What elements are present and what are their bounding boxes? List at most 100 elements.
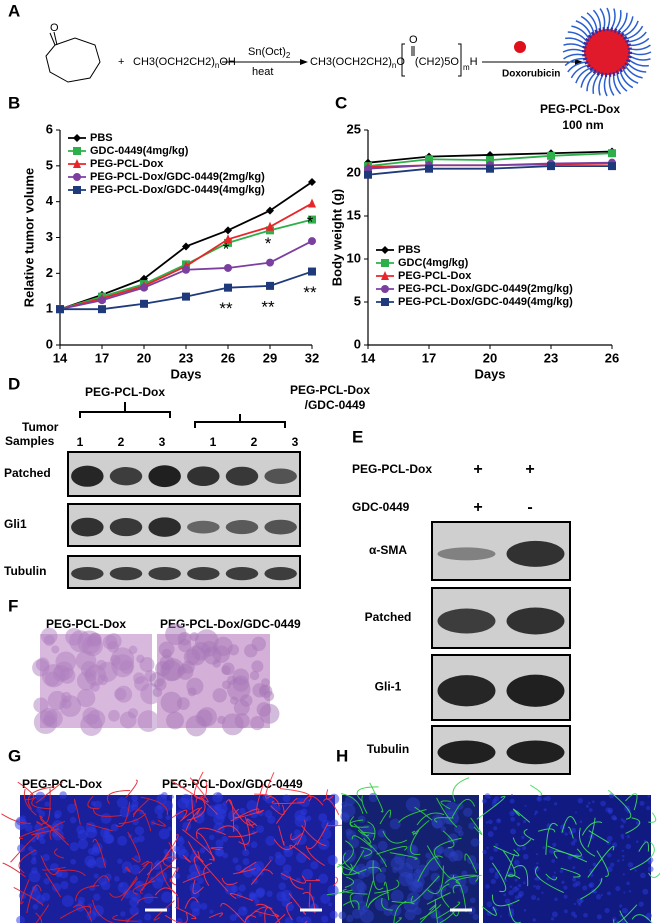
micrograph-texture xyxy=(65,627,83,646)
micrograph-fiber xyxy=(238,861,257,874)
micrograph-fiber xyxy=(631,914,653,923)
micrograph-texture xyxy=(254,898,260,904)
micrograph-fiber xyxy=(372,860,384,890)
micrograph-texture xyxy=(511,812,514,815)
micelle-chain xyxy=(626,61,647,73)
micrograph-texture xyxy=(35,791,46,802)
micrograph-fiber xyxy=(228,831,258,838)
micrograph-texture xyxy=(258,912,263,917)
group-label: PEG-PCL-Dox xyxy=(290,383,370,397)
micrograph-texture xyxy=(152,687,163,698)
micrograph-texture xyxy=(522,819,527,824)
micrograph-texture xyxy=(589,868,594,874)
micrograph-texture xyxy=(623,891,626,894)
micrograph-texture xyxy=(116,858,123,864)
data-point xyxy=(486,164,494,173)
micrograph-texture xyxy=(340,811,350,821)
blot-band xyxy=(264,468,297,484)
micrograph-texture xyxy=(573,838,577,843)
micrograph-texture xyxy=(232,675,250,692)
y-axis-label: Body weight (g) xyxy=(329,189,344,287)
micrograph-fiber xyxy=(191,794,198,822)
micrograph-fiber xyxy=(146,856,178,876)
micrograph-texture xyxy=(553,871,557,874)
micrograph-texture xyxy=(564,909,568,914)
micrograph-texture xyxy=(607,809,613,815)
legend-marker xyxy=(73,186,81,194)
micrograph-texture xyxy=(533,884,536,888)
subscript: 2 xyxy=(286,51,291,60)
micrograph-texture xyxy=(44,801,50,807)
micrograph-fiber xyxy=(35,912,43,923)
micrograph-fiber xyxy=(286,901,293,921)
micrograph-texture xyxy=(256,825,265,834)
micrograph-fiber xyxy=(545,873,558,881)
micrograph-fiber xyxy=(225,799,235,832)
micrograph-texture xyxy=(76,671,97,691)
condition-sign: + xyxy=(525,461,534,478)
legend-marker xyxy=(381,285,389,293)
micrograph-texture xyxy=(69,816,77,824)
micrograph-texture xyxy=(116,797,128,809)
micrograph-fiber xyxy=(26,884,42,914)
subscript: n xyxy=(392,61,396,70)
data-point xyxy=(182,242,190,251)
data-point xyxy=(308,237,316,246)
blot-band xyxy=(506,674,565,707)
micrograph-texture xyxy=(239,807,246,814)
micrograph-texture xyxy=(160,691,183,714)
x-axis-label: Days xyxy=(474,366,505,381)
micrograph-fiber xyxy=(140,796,168,816)
y-tick-label: 20 xyxy=(347,164,361,179)
micrograph-fiber xyxy=(436,901,461,919)
micrograph-fiber xyxy=(379,809,392,825)
y-tick-label: 3 xyxy=(46,229,53,244)
blot-background xyxy=(67,503,301,547)
micrograph-fiber xyxy=(35,781,63,804)
legend-marker xyxy=(381,246,389,254)
micelle-size: 100 nm xyxy=(562,118,603,132)
data-point xyxy=(224,234,232,244)
lane-label: 3 xyxy=(159,435,166,449)
micrograph-texture xyxy=(259,703,280,724)
micrograph-texture xyxy=(509,798,515,804)
micrograph-texture xyxy=(199,847,206,854)
micrograph-fiber xyxy=(196,827,226,839)
micrograph-texture xyxy=(241,906,247,911)
micrograph-texture xyxy=(548,848,555,854)
micrograph-texture xyxy=(485,821,489,824)
blot-band xyxy=(225,566,259,581)
micrograph-fiber xyxy=(523,828,535,841)
micrograph-texture xyxy=(157,813,163,820)
x-tick-label: 29 xyxy=(263,350,277,365)
micrograph-fiber xyxy=(502,850,516,877)
micrograph-texture xyxy=(426,856,441,872)
micrograph-texture xyxy=(42,853,50,862)
micrograph-texture xyxy=(375,872,386,883)
legend-marker xyxy=(381,298,389,306)
micrograph-fiber xyxy=(361,831,376,835)
formula: CH3(OCH2CH2) xyxy=(310,56,392,68)
micrograph-fiber xyxy=(13,886,44,907)
legend-label: PEG-PCL-Dox xyxy=(90,158,164,170)
micrograph-texture xyxy=(59,791,67,799)
micrograph-fiber xyxy=(40,855,60,876)
micrograph-texture xyxy=(457,830,464,837)
drug: Doxorubicin xyxy=(502,69,560,80)
micrograph-fiber xyxy=(442,830,455,849)
micrograph-texture xyxy=(413,907,422,916)
micrograph-texture xyxy=(43,634,55,646)
micrograph-texture xyxy=(267,815,276,824)
micelle-chain xyxy=(621,67,639,84)
micrograph-texture xyxy=(248,891,256,899)
micrograph-texture xyxy=(47,690,67,711)
micrograph-fiber xyxy=(264,907,273,923)
micrograph-texture xyxy=(621,854,625,858)
micrograph-fiber xyxy=(341,793,364,815)
micrograph-fiber xyxy=(625,793,638,811)
micrograph-fiber xyxy=(348,850,365,875)
micrograph-texture xyxy=(114,687,127,701)
micrograph-fiber xyxy=(136,896,158,904)
micrograph-texture xyxy=(159,655,175,671)
